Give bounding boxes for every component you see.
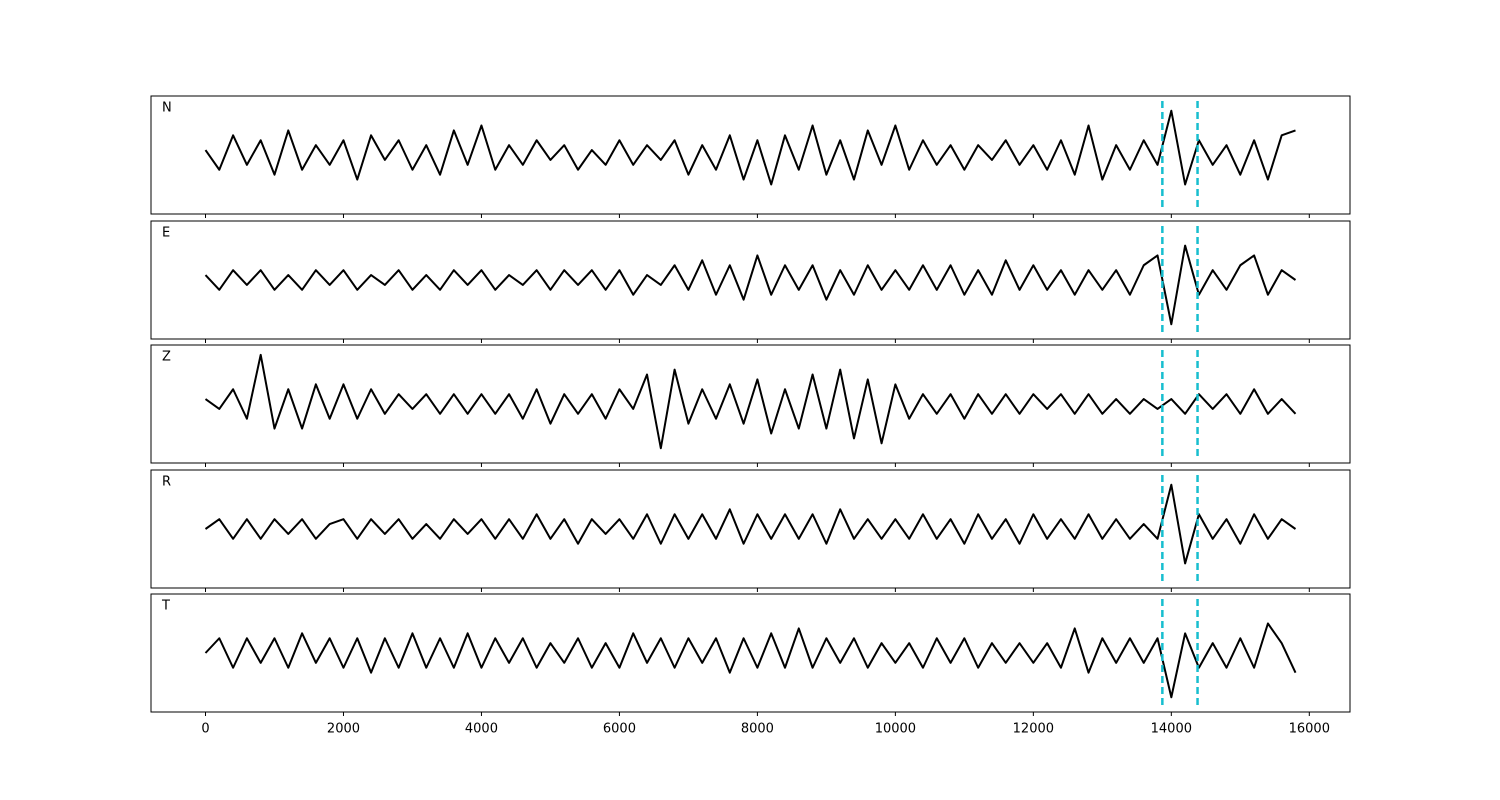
x-tick-label: 2000 [327,722,360,737]
trace [204,244,1297,326]
panel-label: E [162,226,170,241]
panel-label: R [162,475,171,490]
panel-frame [150,593,1351,713]
x-tick-label: 8000 [741,722,774,737]
trace [204,109,1296,186]
x-tick-label: 10000 [875,722,916,737]
x-tick-label: 0 [201,722,209,737]
x-tick-label: 14000 [1151,722,1192,737]
panel-label: T [161,599,170,614]
panel-frame [150,95,1351,215]
panel-frame [150,344,1351,464]
panel-label: Z [162,350,171,365]
panel-frame [150,469,1351,589]
panel-frame [150,220,1351,340]
x-tick-label: 16000 [1289,722,1330,737]
trace [204,622,1297,699]
panel-label: N [162,101,172,116]
x-tick-label: 4000 [465,722,498,737]
trace [204,483,1297,565]
x-tick-label: 6000 [603,722,636,737]
x-tick-label: 12000 [1013,722,1054,737]
trace [204,353,1297,450]
